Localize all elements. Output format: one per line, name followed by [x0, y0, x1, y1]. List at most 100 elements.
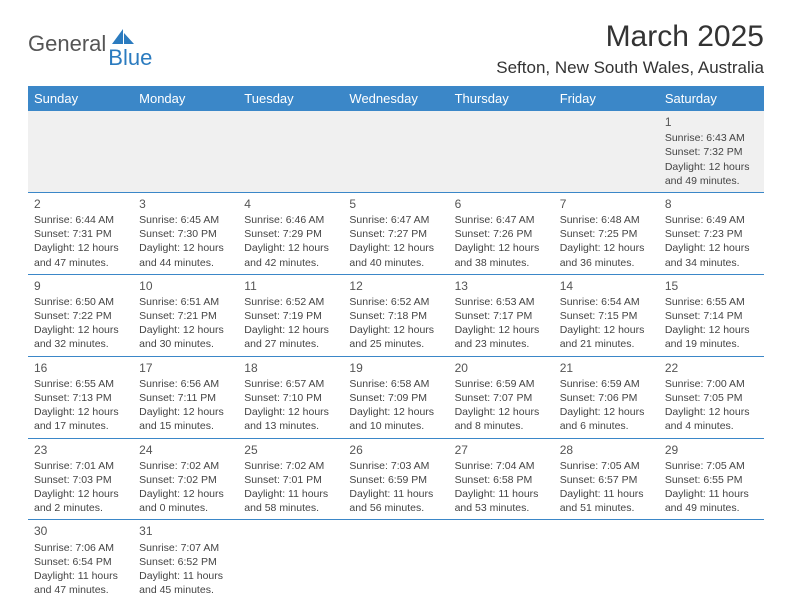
- day-number: 29: [665, 442, 758, 458]
- day-number: 27: [455, 442, 548, 458]
- sunset-text: Sunset: 6:54 PM: [34, 555, 127, 569]
- sunset-text: Sunset: 7:02 PM: [139, 473, 232, 487]
- day-info: Sunrise: 6:47 AMSunset: 7:26 PMDaylight:…: [455, 213, 548, 270]
- sunrise-text: Sunrise: 6:47 AM: [455, 213, 548, 227]
- day-number: 31: [139, 523, 232, 539]
- daylight-text: Daylight: 12 hours and 2 minutes.: [34, 487, 127, 515]
- sunset-text: Sunset: 7:01 PM: [244, 473, 337, 487]
- calendar-day-cell: [238, 111, 343, 192]
- calendar-day-cell: [133, 111, 238, 192]
- sunset-text: Sunset: 7:03 PM: [34, 473, 127, 487]
- sunset-text: Sunset: 7:29 PM: [244, 227, 337, 241]
- day-number: 20: [455, 360, 548, 376]
- calendar-day-cell: 1Sunrise: 6:43 AMSunset: 7:32 PMDaylight…: [659, 111, 764, 192]
- sunrise-text: Sunrise: 7:05 AM: [560, 459, 653, 473]
- weekday-header: Thursday: [449, 86, 554, 111]
- day-number: 22: [665, 360, 758, 376]
- day-info: Sunrise: 7:05 AMSunset: 6:57 PMDaylight:…: [560, 459, 653, 516]
- sunset-text: Sunset: 6:55 PM: [665, 473, 758, 487]
- sunset-text: Sunset: 7:27 PM: [349, 227, 442, 241]
- sunset-text: Sunset: 7:10 PM: [244, 391, 337, 405]
- sunset-text: Sunset: 7:15 PM: [560, 309, 653, 323]
- sunset-text: Sunset: 7:11 PM: [139, 391, 232, 405]
- calendar-day-cell: 28Sunrise: 7:05 AMSunset: 6:57 PMDayligh…: [554, 438, 659, 520]
- sunrise-text: Sunrise: 6:58 AM: [349, 377, 442, 391]
- calendar-day-cell: 10Sunrise: 6:51 AMSunset: 7:21 PMDayligh…: [133, 274, 238, 356]
- daylight-text: Daylight: 12 hours and 27 minutes.: [244, 323, 337, 351]
- calendar-week-row: 23Sunrise: 7:01 AMSunset: 7:03 PMDayligh…: [28, 438, 764, 520]
- sunset-text: Sunset: 7:14 PM: [665, 309, 758, 323]
- day-info: Sunrise: 6:49 AMSunset: 7:23 PMDaylight:…: [665, 213, 758, 270]
- sunset-text: Sunset: 7:25 PM: [560, 227, 653, 241]
- weekday-header: Wednesday: [343, 86, 448, 111]
- calendar-day-cell: 17Sunrise: 6:56 AMSunset: 7:11 PMDayligh…: [133, 356, 238, 438]
- day-info: Sunrise: 6:48 AMSunset: 7:25 PMDaylight:…: [560, 213, 653, 270]
- weekday-header: Sunday: [28, 86, 133, 111]
- sunrise-text: Sunrise: 6:49 AM: [665, 213, 758, 227]
- location: Sefton, New South Wales, Australia: [496, 58, 764, 78]
- sunset-text: Sunset: 6:57 PM: [560, 473, 653, 487]
- day-info: Sunrise: 6:44 AMSunset: 7:31 PMDaylight:…: [34, 213, 127, 270]
- sunrise-text: Sunrise: 6:52 AM: [244, 295, 337, 309]
- daylight-text: Daylight: 12 hours and 38 minutes.: [455, 241, 548, 269]
- sunrise-text: Sunrise: 7:00 AM: [665, 377, 758, 391]
- calendar-day-cell: 12Sunrise: 6:52 AMSunset: 7:18 PMDayligh…: [343, 274, 448, 356]
- day-info: Sunrise: 7:03 AMSunset: 6:59 PMDaylight:…: [349, 459, 442, 516]
- day-info: Sunrise: 6:59 AMSunset: 7:07 PMDaylight:…: [455, 377, 548, 434]
- calendar-day-cell: [343, 520, 448, 601]
- day-info: Sunrise: 6:57 AMSunset: 7:10 PMDaylight:…: [244, 377, 337, 434]
- day-number: 2: [34, 196, 127, 212]
- sunset-text: Sunset: 7:32 PM: [665, 145, 758, 159]
- calendar-day-cell: 20Sunrise: 6:59 AMSunset: 7:07 PMDayligh…: [449, 356, 554, 438]
- day-info: Sunrise: 6:47 AMSunset: 7:27 PMDaylight:…: [349, 213, 442, 270]
- day-number: 21: [560, 360, 653, 376]
- sunset-text: Sunset: 7:30 PM: [139, 227, 232, 241]
- calendar-day-cell: [554, 111, 659, 192]
- daylight-text: Daylight: 11 hours and 51 minutes.: [560, 487, 653, 515]
- day-number: 19: [349, 360, 442, 376]
- calendar-day-cell: 26Sunrise: 7:03 AMSunset: 6:59 PMDayligh…: [343, 438, 448, 520]
- sunset-text: Sunset: 7:17 PM: [455, 309, 548, 323]
- day-info: Sunrise: 6:55 AMSunset: 7:13 PMDaylight:…: [34, 377, 127, 434]
- sunset-text: Sunset: 7:06 PM: [560, 391, 653, 405]
- day-info: Sunrise: 7:02 AMSunset: 7:01 PMDaylight:…: [244, 459, 337, 516]
- day-info: Sunrise: 6:43 AMSunset: 7:32 PMDaylight:…: [665, 131, 758, 188]
- sunrise-text: Sunrise: 6:54 AM: [560, 295, 653, 309]
- day-info: Sunrise: 6:50 AMSunset: 7:22 PMDaylight:…: [34, 295, 127, 352]
- calendar-day-cell: 16Sunrise: 6:55 AMSunset: 7:13 PMDayligh…: [28, 356, 133, 438]
- calendar-day-cell: 31Sunrise: 7:07 AMSunset: 6:52 PMDayligh…: [133, 520, 238, 601]
- sunrise-text: Sunrise: 6:53 AM: [455, 295, 548, 309]
- calendar-day-cell: 15Sunrise: 6:55 AMSunset: 7:14 PMDayligh…: [659, 274, 764, 356]
- calendar-day-cell: [238, 520, 343, 601]
- calendar-day-cell: 29Sunrise: 7:05 AMSunset: 6:55 PMDayligh…: [659, 438, 764, 520]
- day-number: 25: [244, 442, 337, 458]
- sunrise-text: Sunrise: 6:52 AM: [349, 295, 442, 309]
- day-info: Sunrise: 7:02 AMSunset: 7:02 PMDaylight:…: [139, 459, 232, 516]
- sunset-text: Sunset: 7:26 PM: [455, 227, 548, 241]
- sunrise-text: Sunrise: 6:47 AM: [349, 213, 442, 227]
- sunset-text: Sunset: 6:52 PM: [139, 555, 232, 569]
- day-number: 24: [139, 442, 232, 458]
- day-number: 4: [244, 196, 337, 212]
- sunrise-text: Sunrise: 6:46 AM: [244, 213, 337, 227]
- day-info: Sunrise: 7:04 AMSunset: 6:58 PMDaylight:…: [455, 459, 548, 516]
- calendar-day-cell: [659, 520, 764, 601]
- sunrise-text: Sunrise: 7:03 AM: [349, 459, 442, 473]
- day-number: 11: [244, 278, 337, 294]
- sunset-text: Sunset: 7:13 PM: [34, 391, 127, 405]
- day-info: Sunrise: 6:54 AMSunset: 7:15 PMDaylight:…: [560, 295, 653, 352]
- daylight-text: Daylight: 12 hours and 32 minutes.: [34, 323, 127, 351]
- daylight-text: Daylight: 12 hours and 47 minutes.: [34, 241, 127, 269]
- daylight-text: Daylight: 12 hours and 10 minutes.: [349, 405, 442, 433]
- day-info: Sunrise: 6:51 AMSunset: 7:21 PMDaylight:…: [139, 295, 232, 352]
- sunrise-text: Sunrise: 6:59 AM: [560, 377, 653, 391]
- sunset-text: Sunset: 7:21 PM: [139, 309, 232, 323]
- day-number: 13: [455, 278, 548, 294]
- sunrise-text: Sunrise: 6:59 AM: [455, 377, 548, 391]
- calendar-week-row: 30Sunrise: 7:06 AMSunset: 6:54 PMDayligh…: [28, 520, 764, 601]
- day-number: 16: [34, 360, 127, 376]
- calendar-day-cell: 4Sunrise: 6:46 AMSunset: 7:29 PMDaylight…: [238, 192, 343, 274]
- day-info: Sunrise: 6:52 AMSunset: 7:19 PMDaylight:…: [244, 295, 337, 352]
- sunset-text: Sunset: 6:58 PM: [455, 473, 548, 487]
- daylight-text: Daylight: 12 hours and 30 minutes.: [139, 323, 232, 351]
